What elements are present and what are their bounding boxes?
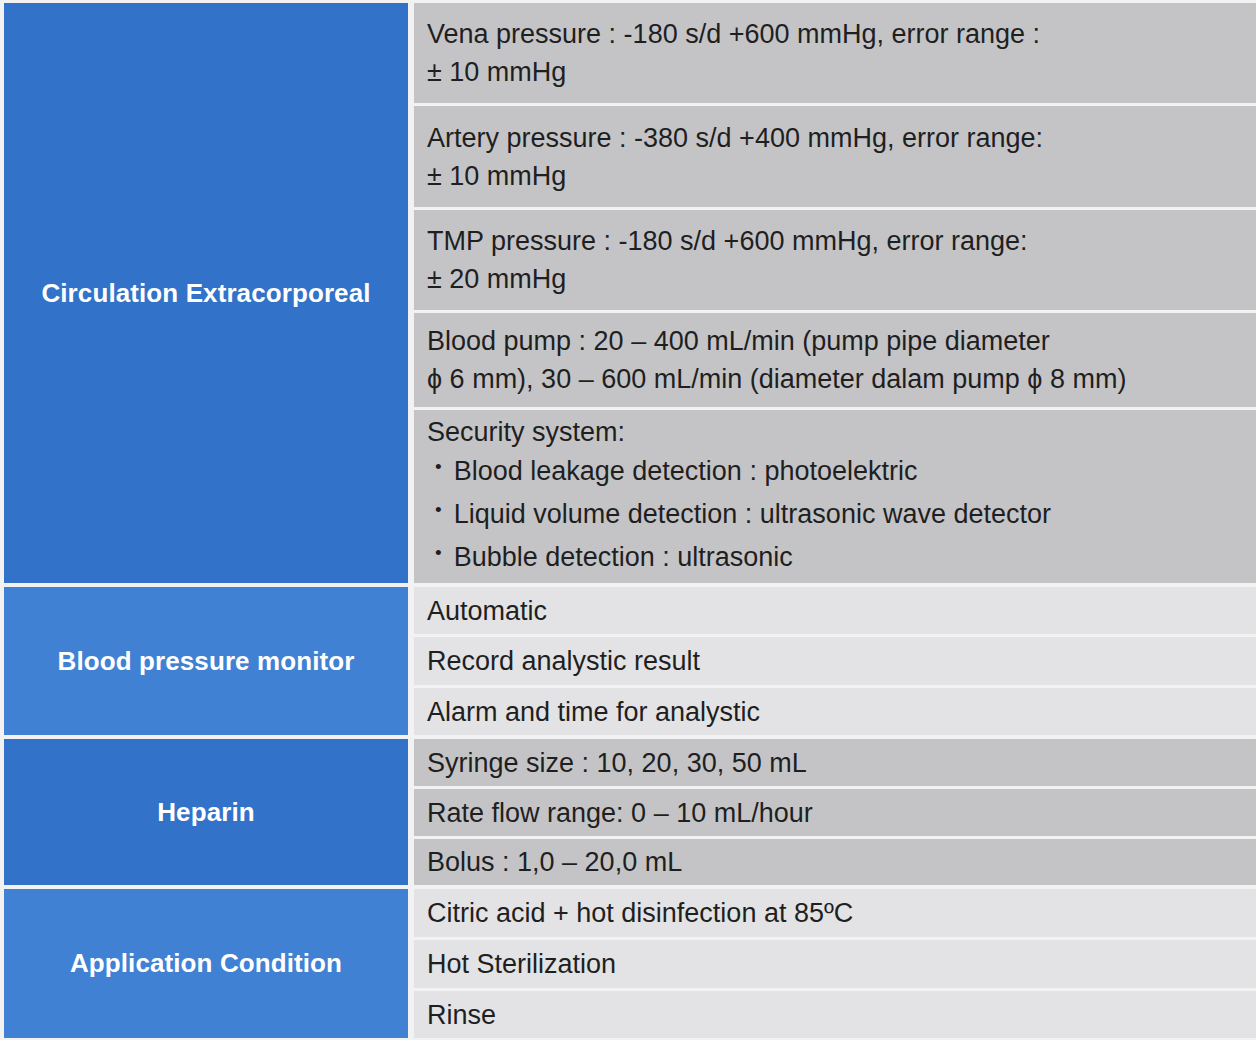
bullet-icon: •: [435, 490, 442, 530]
spec-line: Artery pressure : -380 s/d +400 mmHg, er…: [427, 119, 1246, 157]
spec-line: Hot Sterilization: [427, 949, 1246, 979]
spec-line: ϕ 6 mm), 30 – 600 mL/min (diameter dalam…: [427, 360, 1246, 398]
spec-line: Rate flow range: 0 – 10 mL/hour: [427, 798, 1246, 828]
section-header-cell: Application Condition: [4, 889, 408, 1038]
section-heparin: Heparin Syringe size : 10, 20, 30, 50 mL…: [4, 739, 1256, 885]
bullet-icon: •: [435, 447, 442, 487]
spec-row-rinse: Rinse: [414, 991, 1256, 1038]
specification-table: Circulation Extracorporeal Vena pressure…: [0, 0, 1256, 1040]
bullet-icon: •: [435, 533, 442, 573]
spec-row-automatic: Automatic: [414, 587, 1256, 634]
spec-row-citric-acid: Citric acid + hot disinfection at 85ºC: [414, 889, 1256, 937]
spec-row-bolus: Bolus : 1,0 – 20,0 mL: [414, 839, 1256, 885]
spec-line: ± 10 mmHg: [427, 157, 1246, 195]
section-header-cell: Blood pressure monitor: [4, 587, 408, 735]
spec-row-syringe-size: Syringe size : 10, 20, 30, 50 mL: [414, 739, 1256, 786]
section-rows: Automatic Record analystic result Alarm …: [414, 587, 1256, 735]
spec-line: Automatic: [427, 596, 1246, 626]
spec-row-security-system: Security system: •Blood leakage detectio…: [414, 410, 1256, 583]
security-bullet-item: •Blood leakage detection : photoelektric: [427, 451, 1246, 494]
spec-row-blood-pump: Blood pump : 20 – 400 mL/min (pump pipe …: [414, 313, 1256, 407]
section-label: Heparin: [157, 797, 255, 828]
spec-line: Rinse: [427, 1000, 1246, 1030]
section-circulation-extracorporeal: Circulation Extracorporeal Vena pressure…: [4, 3, 1256, 583]
spec-line: Blood pump : 20 – 400 mL/min (pump pipe …: [427, 322, 1246, 360]
bullet-text: Blood leakage detection : photoelektric: [454, 456, 918, 486]
section-rows: Syringe size : 10, 20, 30, 50 mL Rate fl…: [414, 739, 1256, 885]
spec-row-hot-sterilization: Hot Sterilization: [414, 940, 1256, 988]
spec-row-tmp-pressure: TMP pressure : -180 s/d +600 mmHg, error…: [414, 210, 1256, 310]
spec-row-record-result: Record analystic result: [414, 637, 1256, 685]
spec-line: Alarm and time for analystic: [427, 697, 1246, 727]
spec-row-vena-pressure: Vena pressure : -180 s/d +600 mmHg, erro…: [414, 3, 1256, 103]
section-rows: Citric acid + hot disinfection at 85ºC H…: [414, 889, 1256, 1038]
section-rows: Vena pressure : -180 s/d +600 mmHg, erro…: [414, 3, 1256, 583]
bullet-text: Bubble detection : ultrasonic: [454, 542, 793, 572]
section-header-cell: Circulation Extracorporeal: [4, 3, 408, 583]
section-blood-pressure-monitor: Blood pressure monitor Automatic Record …: [4, 587, 1256, 735]
spec-row-alarm-time: Alarm and time for analystic: [414, 688, 1256, 735]
spec-line: Syringe size : 10, 20, 30, 50 mL: [427, 748, 1246, 778]
spec-line: Bolus : 1,0 – 20,0 mL: [427, 847, 1246, 877]
spec-line: ± 20 mmHg: [427, 260, 1246, 298]
section-application-condition: Application Condition Citric acid + hot …: [4, 889, 1256, 1038]
spec-line: Citric acid + hot disinfection at 85ºC: [427, 898, 1246, 928]
spec-line: Vena pressure : -180 s/d +600 mmHg, erro…: [427, 15, 1246, 53]
security-bullet-item: •Liquid volume detection : ultrasonic wa…: [427, 494, 1246, 537]
spec-line: TMP pressure : -180 s/d +600 mmHg, error…: [427, 222, 1246, 260]
section-label: Application Condition: [70, 948, 342, 979]
spec-line: ± 10 mmHg: [427, 53, 1246, 91]
spec-row-artery-pressure: Artery pressure : -380 s/d +400 mmHg, er…: [414, 106, 1256, 207]
section-label: Circulation Extracorporeal: [41, 278, 370, 309]
spec-line: Record analystic result: [427, 646, 1246, 676]
security-bullet-item: •Bubble detection : ultrasonic: [427, 537, 1246, 580]
spec-line: Security system:: [427, 413, 1246, 451]
bullet-text: Liquid volume detection : ultrasonic wav…: [454, 499, 1051, 529]
section-header-cell: Heparin: [4, 739, 408, 885]
section-label: Blood pressure monitor: [58, 646, 355, 677]
spec-row-rate-flow: Rate flow range: 0 – 10 mL/hour: [414, 789, 1256, 836]
